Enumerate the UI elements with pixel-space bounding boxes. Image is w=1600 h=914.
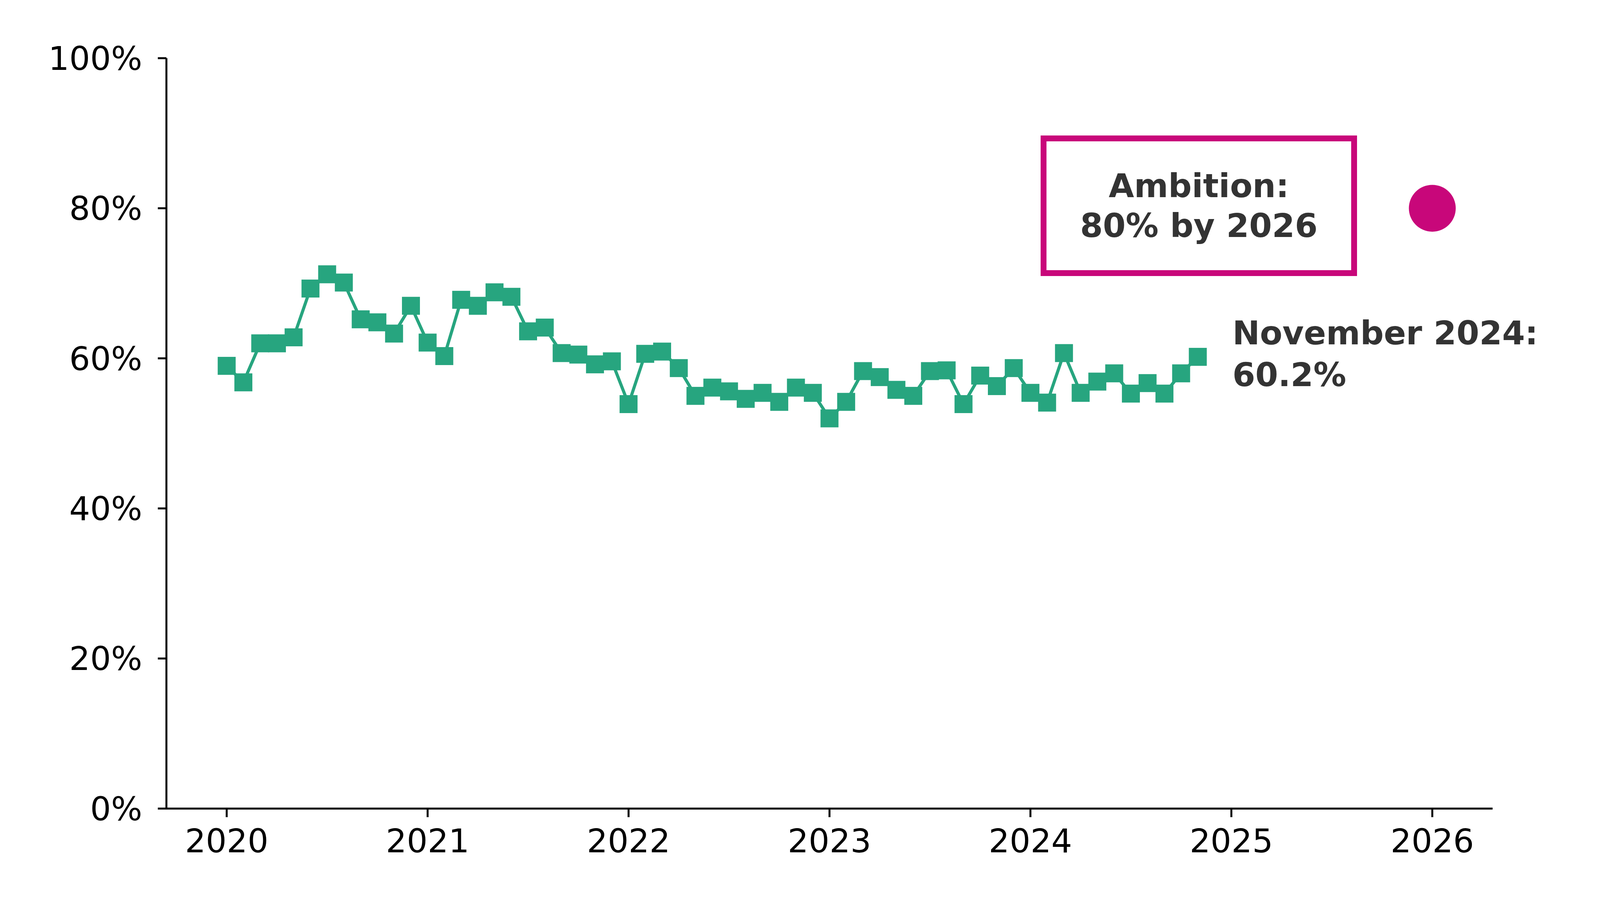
svg-text:2022: 2022 (586, 822, 671, 861)
svg-text:2025: 2025 (1189, 822, 1274, 861)
html-text:November 2024: 60.2%: November 2024: 60.2% (1232, 314, 1539, 395)
svg-text:100%: 100% (48, 39, 143, 78)
svg-text:2020: 2020 (184, 822, 269, 861)
svg-text:20%: 20% (69, 639, 143, 679)
svg-text:40%: 40% (69, 489, 143, 529)
svg-text:0%: 0% (90, 790, 143, 829)
svg-text:2023: 2023 (787, 822, 872, 861)
svg-text:2026: 2026 (1390, 822, 1475, 861)
svg-text:60%: 60% (69, 339, 143, 379)
svg-text:2024: 2024 (988, 822, 1073, 861)
svg-text:80%: 80% (69, 189, 143, 228)
svg-text:2021: 2021 (385, 822, 470, 861)
html-text:Ambition: 80% by 2026: Ambition: 80% by 2026 (1080, 166, 1318, 245)
